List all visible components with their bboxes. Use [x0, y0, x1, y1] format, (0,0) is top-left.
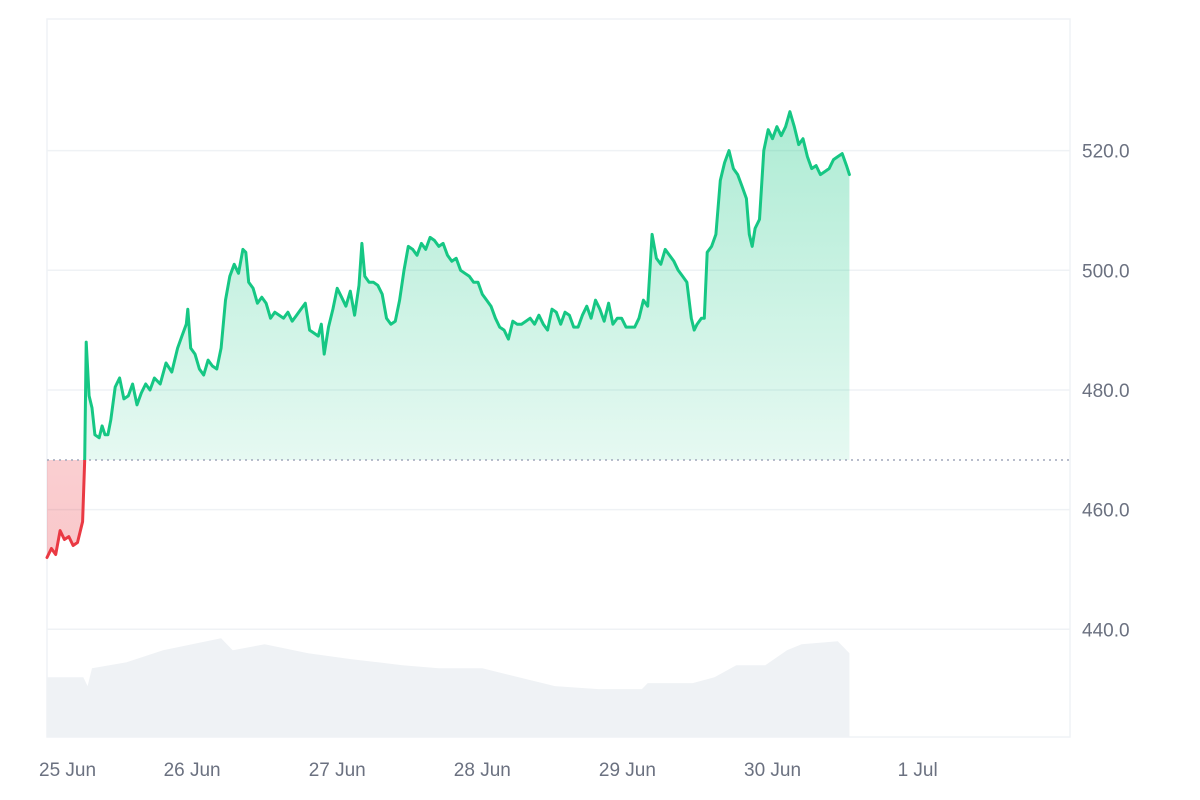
price-area — [47, 111, 850, 558]
y-tick-label: 480.0 — [1082, 381, 1130, 402]
x-tick-label: 1 Jul — [898, 760, 938, 781]
price-area-up — [84, 111, 850, 460]
y-tick-label: 460.0 — [1082, 501, 1130, 522]
x-tick-label: 30 Jun — [744, 760, 801, 781]
volume-area — [47, 638, 850, 737]
y-tick-label: 500.0 — [1082, 261, 1130, 282]
price-line — [45, 110, 851, 559]
x-tick-label: 27 Jun — [309, 760, 366, 781]
volume-shape — [47, 638, 850, 737]
y-tick-label: 440.0 — [1082, 620, 1130, 641]
x-tick-label: 29 Jun — [599, 760, 656, 781]
x-tick-label: 28 Jun — [454, 760, 511, 781]
x-tick-label: 25 Jun — [39, 760, 96, 781]
axes: 440.0 460.0 480.0 500.0 520.0 25 Jun 26 Jun 27 … — [39, 142, 1130, 781]
x-tick-label: 26 Jun — [164, 760, 221, 781]
y-tick-label: 520.0 — [1082, 142, 1130, 163]
price-line-up — [83, 110, 851, 460]
